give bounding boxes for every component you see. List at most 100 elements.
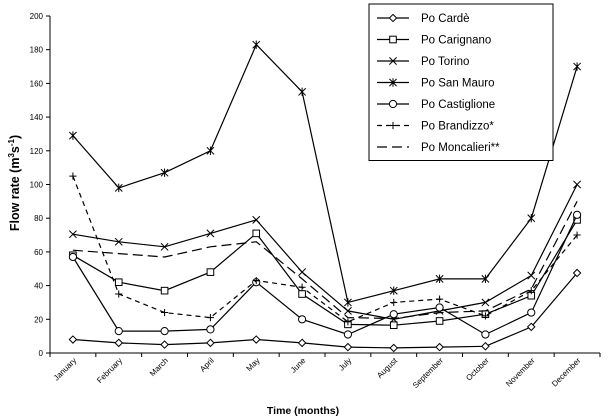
data-point	[68, 252, 78, 262]
series-6	[72, 201, 578, 320]
data-point	[160, 286, 169, 295]
data-point	[206, 314, 215, 322]
data-point	[481, 341, 490, 351]
y-tick-label: 80	[34, 214, 43, 223]
series-line	[72, 272, 578, 349]
data-point	[389, 321, 398, 329]
data-point	[389, 78, 397, 87]
data-point	[572, 268, 582, 278]
data-point	[526, 322, 536, 332]
legend-item: Po Moncalieri**	[377, 142, 500, 154]
data-point	[206, 146, 215, 155]
x-tick-label: July	[337, 356, 353, 372]
y-tick-label: 100	[30, 181, 44, 190]
data-point	[115, 290, 123, 298]
y-tick-label: 0	[39, 349, 44, 358]
y-tick-label: 20	[34, 315, 43, 324]
series-1	[69, 216, 581, 329]
data-point	[343, 330, 353, 339]
data-point	[206, 325, 215, 334]
x-axis: January February March April May June July Augu…	[49, 353, 601, 390]
data-point	[252, 276, 260, 285]
data-point	[252, 215, 261, 224]
series-line	[72, 214, 578, 336]
data-point	[160, 242, 169, 251]
legend-item: Po Castiglione	[377, 99, 495, 111]
legend-label: Po San Mauro	[421, 78, 495, 90]
data-point	[114, 338, 124, 348]
data-point	[573, 180, 582, 189]
series-2	[68, 180, 582, 324]
data-point	[298, 290, 306, 298]
data-point	[435, 303, 444, 312]
data-point	[252, 229, 261, 238]
legend-item: Po San Mauro	[377, 78, 495, 90]
y-axis-title: Flow rate (m3s-1)	[7, 135, 22, 231]
data-point	[68, 335, 78, 344]
x-tick-label: December	[550, 356, 583, 389]
data-point	[298, 268, 307, 277]
data-point	[343, 298, 352, 307]
legend-item: Po Carignano	[377, 35, 491, 47]
x-tick-label: November	[504, 356, 537, 389]
data-point	[298, 283, 306, 291]
x-axis-title: Time (months)	[267, 405, 339, 417]
x-tick-label: August	[375, 356, 400, 381]
legend: Po Cardè Po Carignano Po Torino Po San Maur…	[368, 3, 554, 161]
data-point	[481, 274, 490, 284]
series-line	[72, 201, 578, 320]
data-point	[527, 271, 536, 280]
data-point	[206, 268, 215, 276]
data-point	[481, 312, 490, 320]
data-point	[298, 87, 307, 97]
series-4	[68, 210, 582, 339]
x-tick-label: May	[245, 356, 262, 373]
series-line	[72, 184, 578, 320]
series-3	[68, 40, 582, 307]
series-line	[72, 43, 578, 304]
data-point	[389, 35, 397, 44]
data-point	[343, 306, 352, 315]
data-point	[206, 229, 215, 238]
data-point	[388, 99, 398, 109]
data-point	[389, 57, 397, 65]
data-point	[573, 231, 581, 239]
series-5	[69, 172, 581, 326]
data-point	[297, 315, 307, 324]
legend-item: Po Torino	[377, 56, 469, 68]
data-point	[160, 326, 169, 336]
data-point	[343, 342, 353, 352]
x-tick-label: January	[52, 356, 78, 382]
legend-label: Po Carignano	[421, 35, 491, 47]
data-point	[344, 318, 352, 326]
data-point	[114, 326, 123, 336]
y-axis: 0 20 40 60 80 100 120 140 160 180 200	[30, 12, 50, 358]
data-point	[481, 330, 490, 339]
x-tick-label: October	[464, 356, 491, 383]
x-tick-label: September	[411, 356, 445, 390]
x-tick-label: March	[148, 356, 170, 378]
data-point	[69, 172, 77, 180]
data-point	[297, 338, 307, 348]
y-tick-label: 180	[30, 46, 44, 55]
series-line	[72, 219, 578, 326]
data-point	[435, 295, 444, 303]
data-point	[389, 343, 399, 353]
series-0	[68, 268, 582, 353]
x-tick-label: April	[198, 356, 216, 374]
y-tick-label: 160	[30, 79, 44, 88]
data-point	[160, 308, 169, 317]
y-tick-label: 40	[34, 282, 43, 291]
data-point	[206, 338, 215, 348]
y-tick-label: 200	[30, 12, 44, 21]
y-tick-label: 140	[30, 113, 44, 122]
data-point	[527, 308, 536, 317]
data-point	[481, 298, 490, 307]
x-tick-label: February	[95, 356, 124, 385]
legend-label: Po Torino	[421, 56, 469, 68]
legend-label: Po Cardè	[421, 13, 470, 25]
data-point	[114, 278, 123, 287]
data-point	[160, 168, 169, 177]
y-tick-label: 60	[34, 248, 43, 257]
